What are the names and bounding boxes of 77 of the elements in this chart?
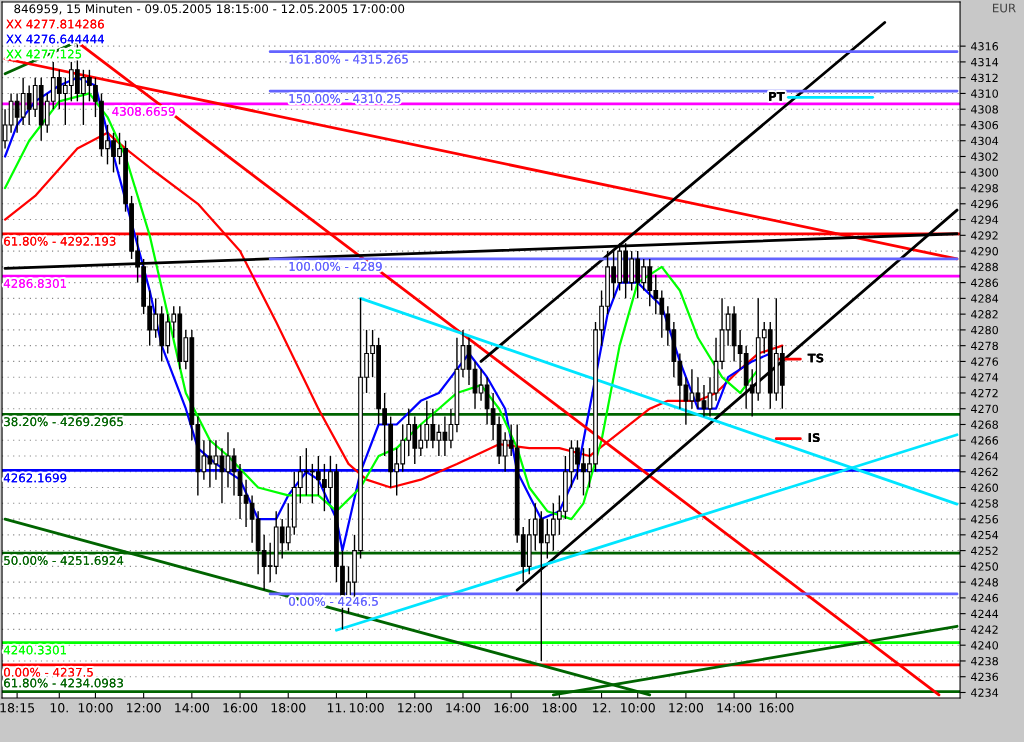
x-tick-label: 14:00 [717,703,752,713]
y-tick-label: 4260 [971,483,998,492]
annotation: 161.80% - 4315.265 [289,54,408,64]
y-tick-label: 4282 [971,310,998,319]
y-tick-label: 4252 [971,546,998,555]
x-tick-label: 14:00 [175,703,210,713]
y-tick-label: 4250 [971,562,998,571]
y-tick-label: 4264 [971,451,999,461]
y-tick-label: 4294 [971,215,999,224]
y-tick-label: 4308 [971,105,998,114]
y-tick-label: 4300 [971,168,998,177]
x-tick-label: 12. [592,703,611,713]
y-tick-label: 4296 [971,199,999,209]
y-tick-label: 4298 [971,184,998,193]
y-tick-label: 4310 [971,89,998,98]
annotation: 61.80% - 4292.193 [4,236,116,246]
x-tick-label: 10:00 [78,703,113,713]
x-tick-label: 12:00 [398,703,432,713]
annotation: 50.00% - 4251.6924 [4,555,124,565]
y-tick-label: 4276 [971,357,999,366]
y-tick-label: 4278 [971,341,998,351]
text: XX 4276.644444 [6,34,105,44]
annotation: 4262.1699 [3,473,67,483]
x-tick-label: 10:00 [349,703,384,713]
y-tick-label: 4238 [971,656,998,666]
x-tick-label: 18:00 [542,703,577,713]
x-tick-label: 18:00 [271,703,306,713]
y-tick-label: 4304 [971,136,999,146]
x-tick-label: 16:00 [223,703,258,713]
x-tick-label: 16:00 [494,703,529,713]
y-tick-label: 4302 [971,152,998,161]
y-tick-label: 4286 [971,278,999,287]
y-tick-label: 4312 [971,73,998,83]
y-tick-label: 4240 [971,641,998,650]
y-tick-label: 4290 [971,247,998,256]
x-tick-label: 14:00 [446,703,481,713]
x-tick-label: 10:00 [621,703,655,713]
annotation: 38.20% - 4269.2965 [4,417,123,427]
y-tick-label: 4284 [971,294,999,303]
y-tick-label: 4244 [971,609,999,618]
y-tick-label: 4254 [971,530,999,540]
annotation: 0.00% - 4237.5 [4,667,93,677]
y-tick-label: 4270 [971,404,998,414]
annotation: 4240.3301 [3,645,66,655]
annotation: 4286.8301 [3,279,66,288]
y-tick-label: 4262 [971,467,998,477]
annotation: IS [808,433,820,443]
annotation: 61.80% - 4234.0983 [4,678,123,688]
x-tick-label: 12:00 [669,703,704,713]
y-tick-label: 4246 [971,593,999,603]
chart-title: 846959, 15 Minuten - 09.05.2005 18:15:00 - 12.05.2005 17:00:00 [14,4,405,15]
y-tick-label: 4234 [971,688,999,697]
annotation: PT [769,92,785,101]
y-tick-label: 4272 [971,388,998,398]
y-tick-label: 4266 [971,436,999,445]
x-tick-label: 12:00 [127,703,161,713]
y-tick-label: 4274 [971,373,999,382]
x-tick-label: 16:00 [759,703,794,713]
y-tick-label: 4248 [971,578,998,587]
y-tick-label: 4306 [971,120,999,130]
y-tick-label: 4316 [971,42,999,51]
x-tick-label: 11. [327,703,346,713]
annotation: TS [807,353,824,363]
y-tick-label: 4256 [971,515,999,524]
y-tick-label: 4280 [971,325,998,335]
x-tick-label: 10. [50,703,68,713]
annotation: 150.00% - 4310.25 [289,94,401,103]
y-tick-label: 4268 [971,420,998,429]
y-tick-label: 4314 [971,57,999,67]
y-tick-label: 4258 [971,499,998,508]
y-tick-label: 4292 [971,231,998,240]
text: XX 4277.814286 [6,19,104,29]
x-tick-label: 18:15 [0,703,35,713]
y-tick-label: 4242 [971,625,998,634]
y-tick-label: 4288 [971,262,998,272]
y-tick-label: 4236 [971,672,999,682]
y-axis-title: EUR [993,3,1016,13]
